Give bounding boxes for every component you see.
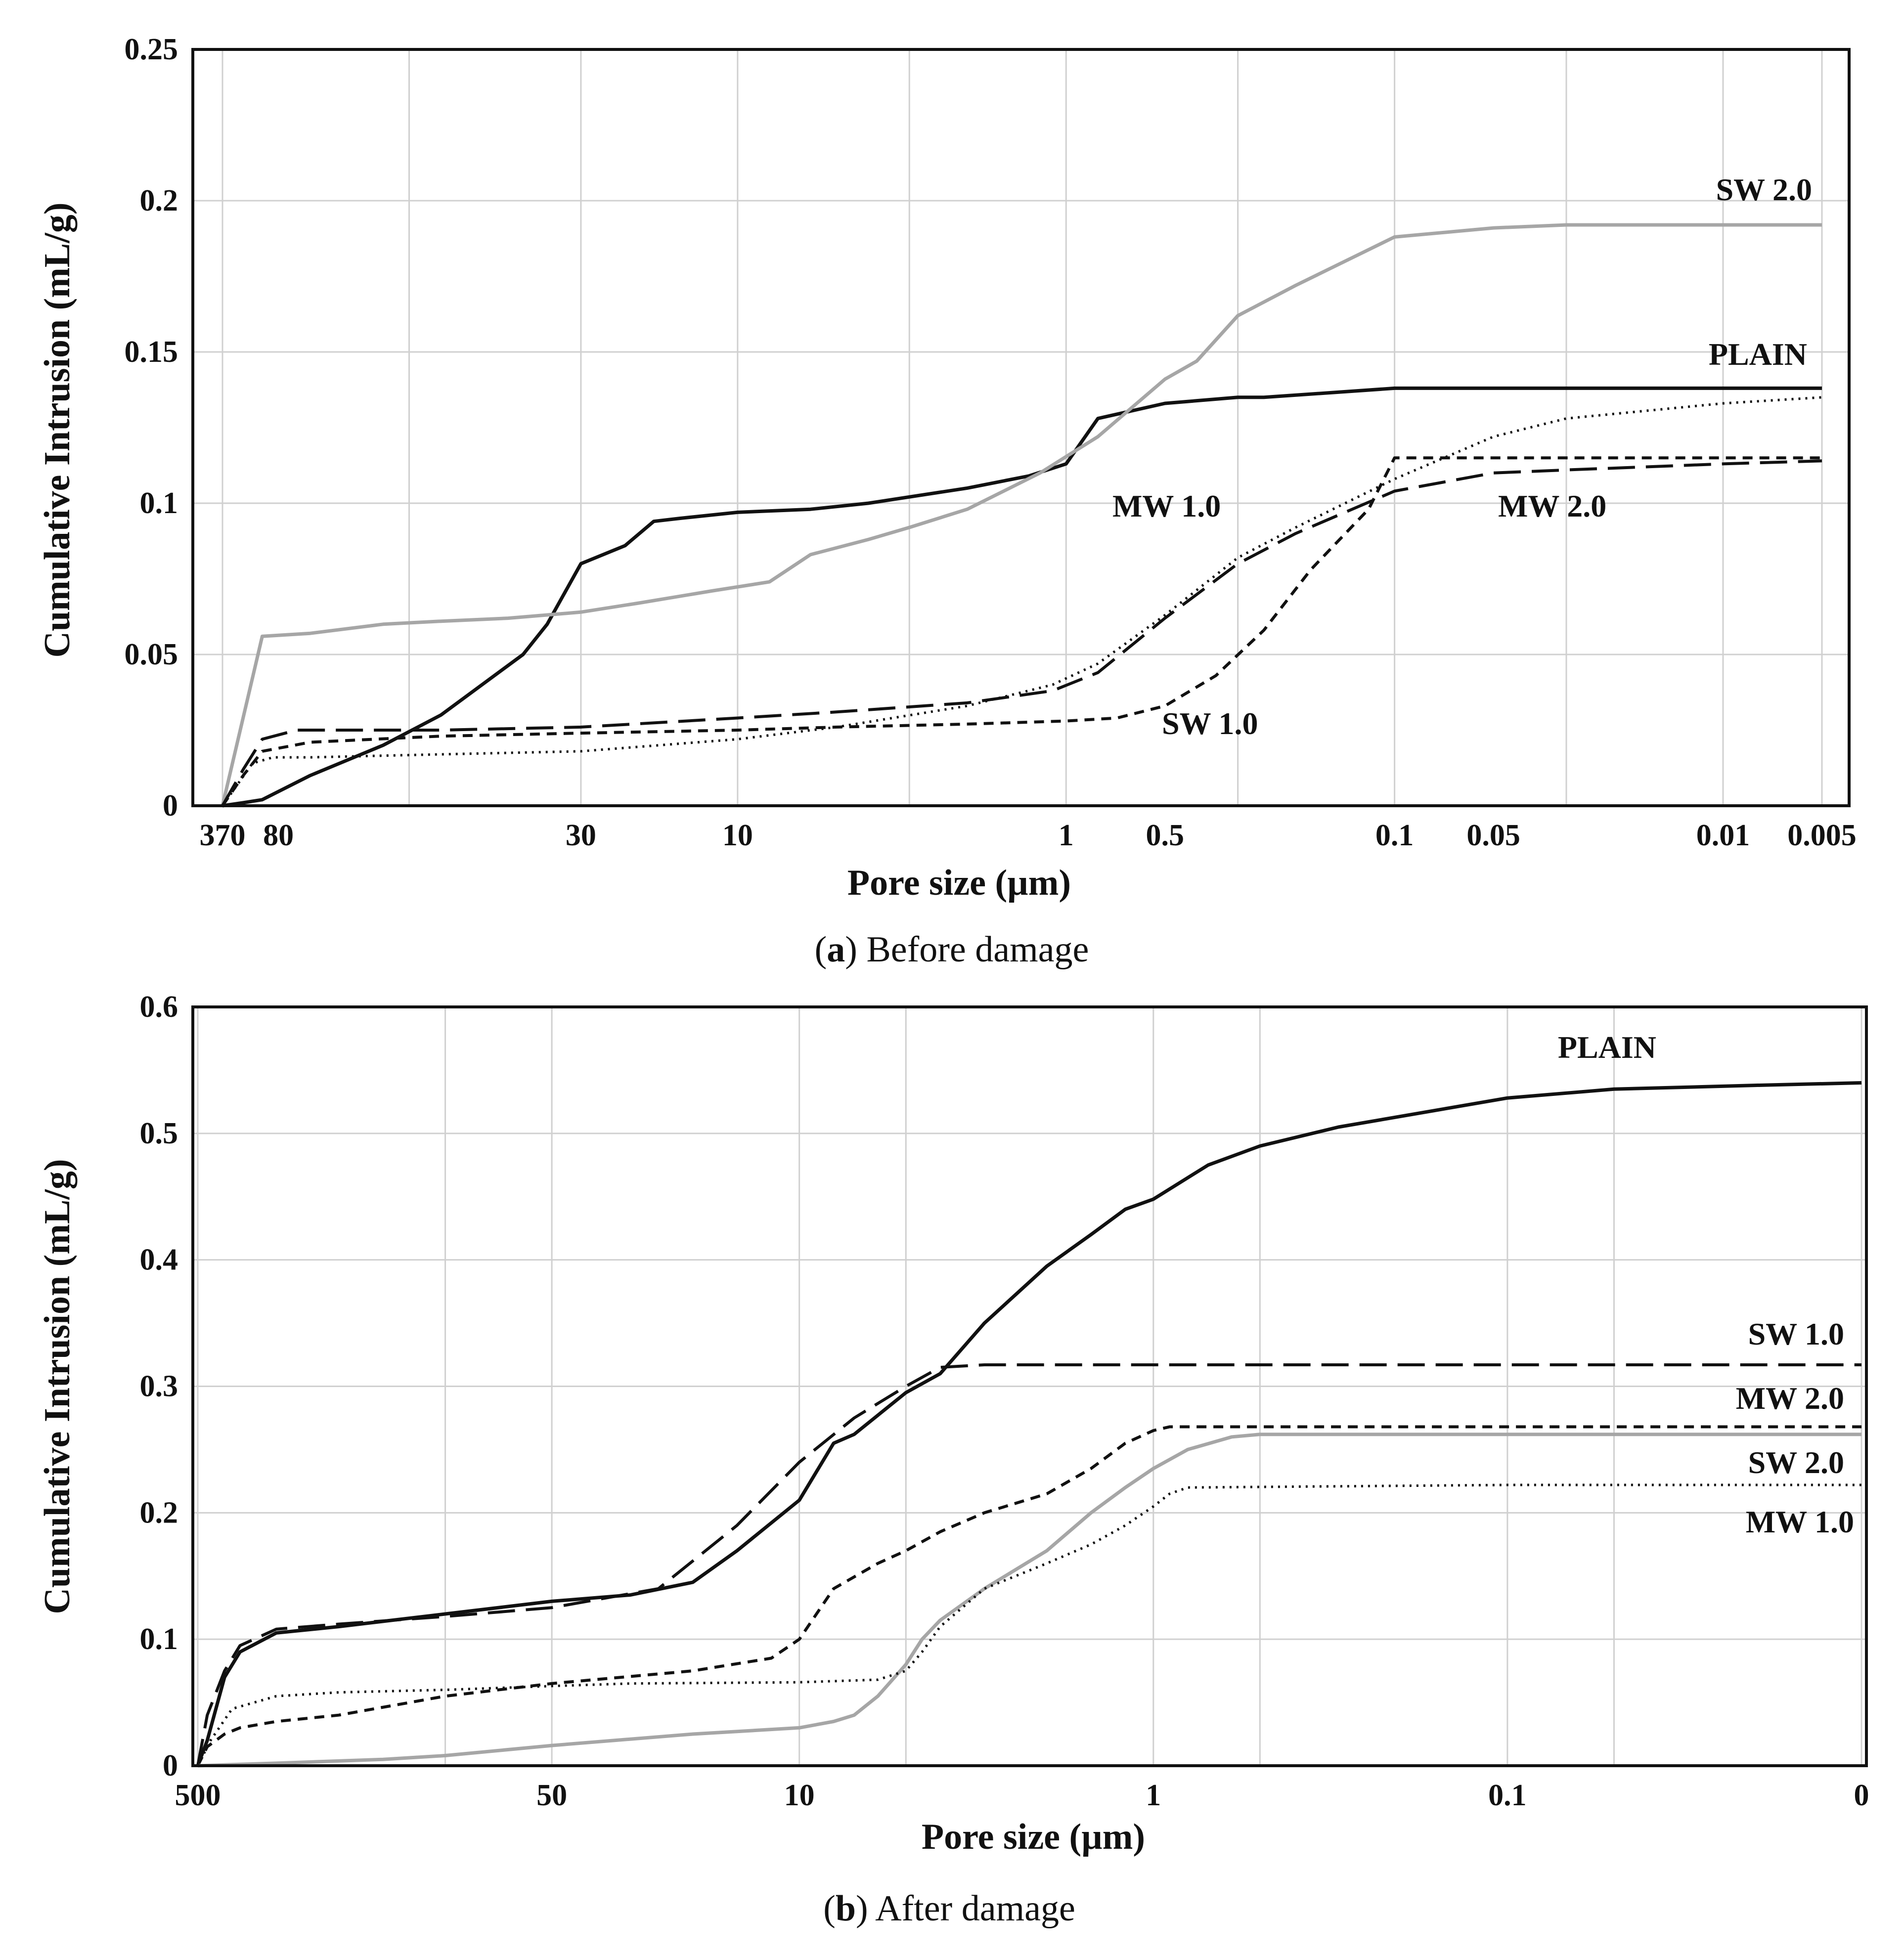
x-tick-label: 0.5 <box>1146 819 1184 852</box>
x-tick-label: 30 <box>566 819 596 852</box>
x-tick-label: 50 <box>536 1779 567 1812</box>
series-line-sw-1-0 <box>196 1363 1861 1766</box>
annotation-plain: PLAIN <box>1709 337 1807 372</box>
series-line-plain <box>222 386 1822 808</box>
x-axis-label: Pore size (µm) <box>847 863 1071 903</box>
x-tick-labels: 370 80 30 10 1 0.5 0.1 0.05 0.01 0.005 <box>200 819 1857 852</box>
y-axis-label: Cumulative Intrusion (mL/g) <box>37 1159 78 1614</box>
annotation-mw-1-0: MW 1.0 <box>1746 1504 1854 1539</box>
series-annotations: SW 2.0 PLAIN MW 1.0 MW 2.0 SW 1.0 <box>1112 172 1812 741</box>
caption-after-damage: (b) After damage <box>823 1888 1075 1929</box>
series-line-sw-2-0 <box>221 223 1822 806</box>
y-tick-label: 0.3 <box>140 1370 178 1403</box>
annotation-sw-2-0: SW 2.0 <box>1716 172 1812 207</box>
y-axis-label: Cumulative Intrusion (mL/g) <box>37 203 78 658</box>
y-tick-label: 0.5 <box>140 1117 178 1150</box>
caption-open-paren: ( <box>823 1888 836 1929</box>
chart-panel-before-damage: 0 0.05 0.1 0.15 0.2 0.25 370 80 30 10 1 0.5 0.1 0.05… <box>37 33 1857 970</box>
y-tick-label: 0.15 <box>125 335 178 369</box>
annotation-sw-1-0: SW 1.0 <box>1162 706 1258 741</box>
y-tick-label: 0.2 <box>140 184 178 218</box>
caption-text: Before damage <box>857 929 1089 970</box>
plot-frame <box>191 1005 1868 1767</box>
series-lines <box>221 223 1822 808</box>
series-line-mw-1-0 <box>221 396 1822 807</box>
x-tick-label: 370 <box>200 819 246 852</box>
y-tick-label: 0.1 <box>140 486 178 520</box>
x-tick-labels: 500 50 10 1 0.1 0 <box>175 1779 1869 1812</box>
y-tick-label: 0.6 <box>140 990 178 1024</box>
chart-after-damage: 0 0.1 0.2 0.3 0.4 0.5 0.6 500 50 10 1 0.1 0 PLAIN S… <box>37 990 1869 1929</box>
x-tick-label: 0.01 <box>1696 819 1750 852</box>
caption-close-paren: ) <box>856 1888 868 1929</box>
series-lines <box>196 1081 1862 1768</box>
x-tick-label: 500 <box>175 1779 221 1812</box>
x-tick-label: 0 <box>1854 1779 1869 1812</box>
annotation-mw-1-0: MW 1.0 <box>1112 488 1221 523</box>
series-line-sw-2-0 <box>197 1433 1861 1768</box>
annotation-mw-2-0: MW 2.0 <box>1498 488 1606 523</box>
y-tick-labels: 0 0.05 0.1 0.15 0.2 0.25 <box>125 33 178 823</box>
annotation-mw-2-0: MW 2.0 <box>1736 1381 1844 1416</box>
y-tick-label: 0.2 <box>140 1496 178 1529</box>
series-annotations: PLAIN SW 1.0 MW 2.0 SW 2.0 MW 1.0 <box>1558 1030 1854 1539</box>
caption-close-paren: ) <box>845 929 857 970</box>
grid-lines <box>193 49 1849 806</box>
annotation-plain: PLAIN <box>1558 1030 1656 1065</box>
series-line-mw-1-0 <box>196 1483 1861 1767</box>
y-tick-label: 0 <box>163 1749 178 1783</box>
caption-letter: a <box>827 929 845 970</box>
grid-lines <box>193 1007 1866 1766</box>
x-tick-label: 10 <box>722 819 753 852</box>
series-line-sw-1-0 <box>221 456 1822 807</box>
y-tick-labels: 0 0.1 0.2 0.3 0.4 0.5 0.6 <box>140 990 178 1783</box>
caption-text: After damage <box>868 1888 1075 1929</box>
x-tick-label: 0.1 <box>1375 819 1414 852</box>
y-tick-label: 0.05 <box>125 638 178 671</box>
series-line-plain <box>196 1081 1862 1767</box>
x-tick-label: 0.1 <box>1488 1779 1527 1812</box>
x-tick-label: 0.05 <box>1466 819 1520 852</box>
x-tick-label: 1 <box>1146 1779 1161 1812</box>
chart-panel-after-damage: 0 0.1 0.2 0.3 0.4 0.5 0.6 500 50 10 1 0.1 0 PLAIN S… <box>0 979 1904 1958</box>
x-tick-label: 10 <box>784 1779 815 1812</box>
chart-before-damage: 0 0.05 0.1 0.15 0.2 0.25 370 80 30 10 1 0.5 0.1 0.05… <box>37 33 1857 970</box>
y-tick-label: 0.25 <box>125 33 178 66</box>
caption-open-paren: ( <box>815 929 827 970</box>
plot-frame <box>191 48 1851 807</box>
annotation-sw-2-0: SW 2.0 <box>1748 1445 1844 1480</box>
y-tick-label: 0.4 <box>140 1243 178 1277</box>
x-axis-label: Pore size (µm) <box>922 1817 1145 1857</box>
y-tick-label: 0.1 <box>140 1622 178 1656</box>
x-tick-label: 0.005 <box>1787 819 1857 852</box>
x-tick-label: 80 <box>263 819 294 852</box>
series-line-mw-2-0 <box>196 1425 1861 1767</box>
caption-letter: b <box>836 1888 856 1929</box>
caption-before-damage: (a) Before damage <box>815 929 1089 970</box>
annotation-sw-1-0: SW 1.0 <box>1748 1316 1844 1351</box>
x-tick-label: 1 <box>1059 819 1074 852</box>
y-tick-label: 0 <box>163 789 178 823</box>
